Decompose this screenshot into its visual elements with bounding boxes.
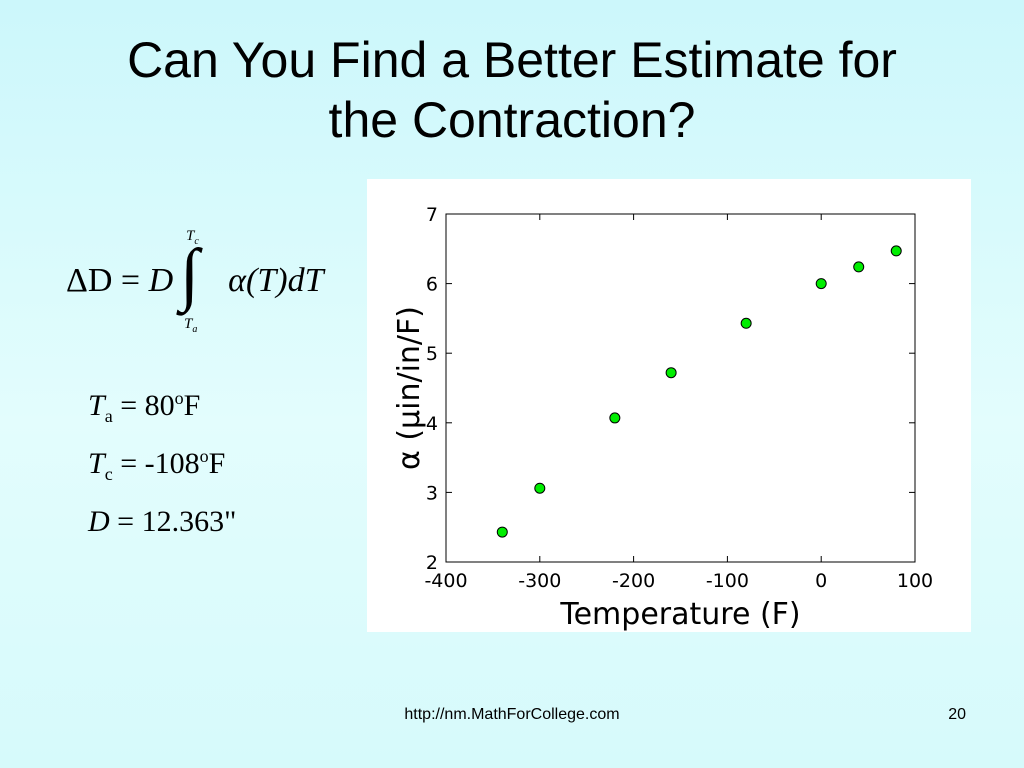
data-point	[815, 278, 827, 290]
y-tick-label: 2	[426, 552, 438, 574]
integral-lower-limit: Ta	[184, 316, 198, 335]
x-tick-label: -200	[612, 570, 655, 592]
y-tick-label: 4	[426, 413, 438, 435]
y-tick-label: 6	[426, 274, 438, 296]
scatter-chart: -400 -300 -200 -100 0 100 2 3 4 5 6 7 Temperature (F…	[367, 179, 971, 632]
value-row: Ta = 80oF	[88, 388, 201, 426]
data-point	[534, 482, 546, 494]
title-line-2: the Contraction?	[328, 92, 696, 148]
integral-upper-limit: Tc	[186, 228, 199, 247]
formula-lhs: ΔD	[66, 262, 113, 299]
y-axis-label: α (μin/in/F)	[392, 306, 427, 470]
plot-frame	[445, 213, 916, 563]
data-point	[853, 261, 865, 273]
formula-integrand: α(T)dT	[228, 262, 324, 299]
data-point	[665, 367, 677, 379]
data-point	[890, 245, 902, 257]
integral-sign-icon: ∫	[180, 236, 200, 313]
title-line-1: Can You Find a Better Estimate for	[127, 32, 897, 88]
formula-d: D	[148, 262, 174, 299]
value-row: Tc = -108oF	[88, 446, 226, 484]
chart-svg: -400 -300 -200 -100 0 100 2 3 4 5 6 7 Temperature (F…	[392, 204, 933, 632]
y-tick-label: 7	[426, 204, 438, 226]
x-tick-label: -100	[706, 570, 749, 592]
footer-url: http://nm.MathForCollege.com	[404, 706, 620, 723]
x-axis-label: Temperature (F)	[559, 597, 800, 632]
page-number: 20	[948, 706, 966, 723]
data-point	[740, 317, 752, 329]
slide-title: Can You Find a Better Estimate for the C…	[0, 30, 1024, 150]
data-point	[609, 412, 621, 424]
x-tick-label: -400	[424, 570, 467, 592]
x-tick-label: 100	[897, 570, 933, 592]
x-tick-label: 0	[815, 570, 827, 592]
y-tick-label: 3	[426, 482, 438, 504]
value-row: D = 12.363"	[88, 505, 237, 538]
formula-main: ΔD = D α(T)dT	[66, 262, 323, 300]
formula-equals: =	[120, 262, 141, 299]
data-point	[496, 526, 508, 538]
x-tick-label: -300	[518, 570, 561, 592]
y-tick-label: 5	[426, 343, 438, 365]
given-values: Ta = 80oF Tc = -108oF D = 12.363"	[88, 378, 236, 552]
integral-formula: ΔD = D α(T)dT ∫ Tc Ta	[60, 228, 350, 348]
